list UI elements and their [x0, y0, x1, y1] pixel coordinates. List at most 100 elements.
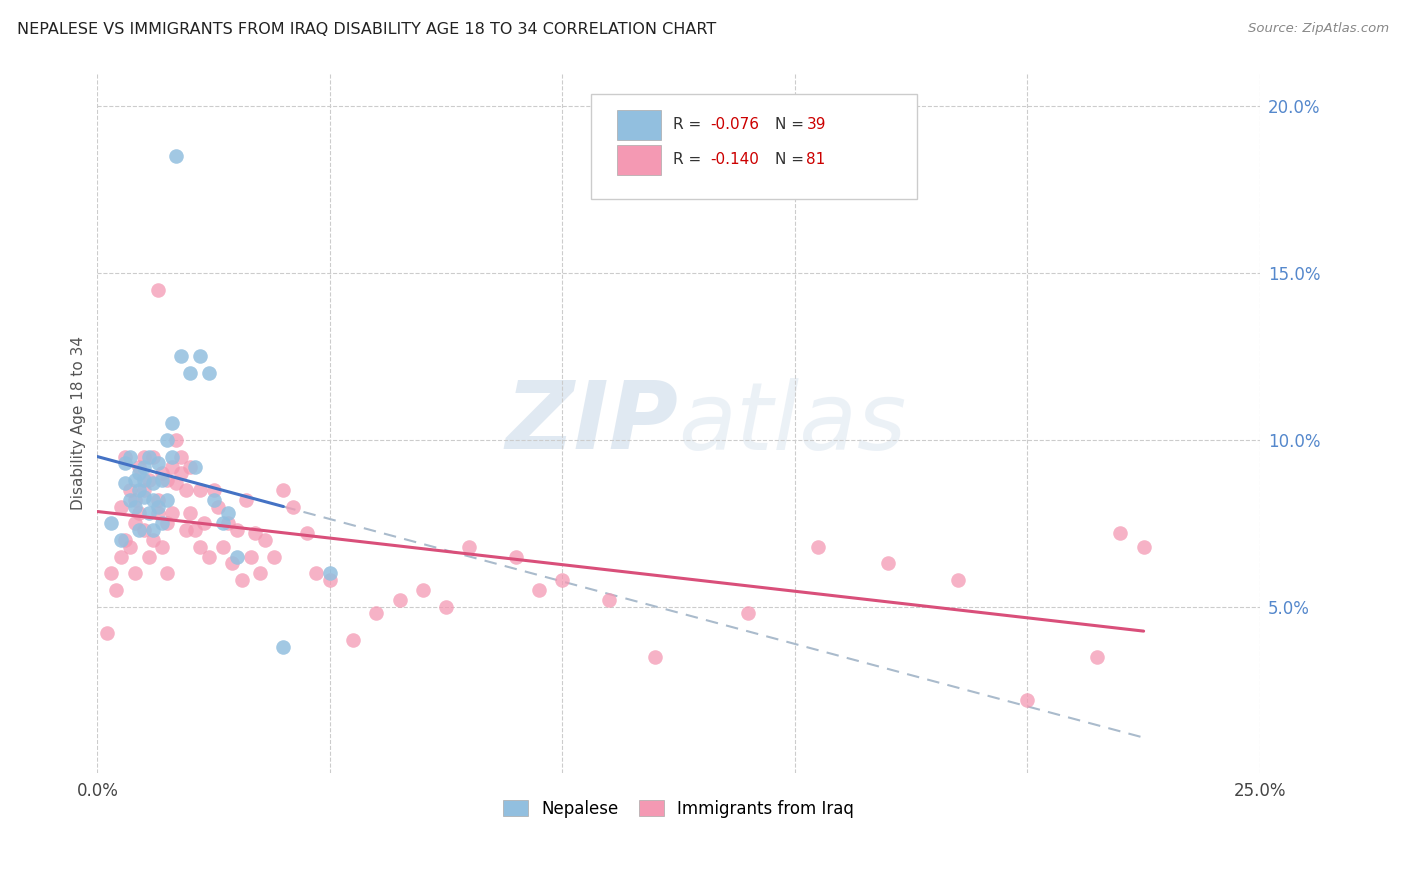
Point [96, 626, 118, 640]
Point [118, 540, 141, 554]
Point [132, 450, 155, 464]
Point [132, 473, 155, 487]
Text: R =: R = [673, 153, 706, 168]
Point [165, 149, 187, 163]
Point [319, 566, 342, 581]
Point [179, 459, 201, 474]
Point [273, 640, 295, 654]
Text: N =: N = [775, 118, 808, 132]
Point [124, 566, 146, 581]
Point [231, 573, 253, 587]
Point [156, 566, 179, 581]
Point [249, 566, 271, 581]
Point [138, 473, 160, 487]
Point [188, 483, 211, 497]
Point [160, 450, 183, 464]
Point [366, 607, 388, 621]
Point [160, 459, 183, 474]
Point [1085, 649, 1108, 664]
Point [128, 523, 150, 537]
Point [388, 593, 411, 607]
Point [152, 467, 174, 481]
Text: atlas: atlas [679, 377, 907, 468]
Legend: Nepalese, Immigrants from Iraq: Nepalese, Immigrants from Iraq [496, 793, 860, 824]
Point [114, 456, 136, 470]
Point [598, 593, 620, 607]
Point [527, 582, 550, 597]
Point [644, 649, 666, 664]
Point [156, 492, 179, 507]
Point [142, 450, 165, 464]
Point [110, 549, 132, 564]
Point [146, 506, 169, 520]
Text: ZIP: ZIP [506, 377, 679, 469]
Point [217, 516, 239, 531]
Point [184, 523, 207, 537]
Point [807, 540, 830, 554]
Point [1017, 693, 1039, 707]
Point [281, 500, 304, 514]
Point [152, 473, 174, 487]
Point [225, 549, 247, 564]
Point [198, 549, 221, 564]
Point [505, 549, 527, 564]
Point [142, 523, 165, 537]
Point [160, 416, 183, 430]
Point [174, 483, 197, 497]
Point [295, 526, 318, 541]
Point [188, 350, 211, 364]
Point [305, 566, 328, 581]
Point [118, 492, 141, 507]
Point [128, 483, 150, 497]
Text: R =: R = [673, 118, 706, 132]
Point [100, 566, 122, 581]
Point [124, 492, 146, 507]
Text: 39: 39 [807, 118, 825, 132]
Point [138, 549, 160, 564]
Text: -0.140: -0.140 [710, 153, 759, 168]
Text: Source: ZipAtlas.com: Source: ZipAtlas.com [1249, 22, 1389, 36]
Point [170, 350, 193, 364]
Point [146, 492, 169, 507]
Text: NEPALESE VS IMMIGRANTS FROM IRAQ DISABILITY AGE 18 TO 34 CORRELATION CHART: NEPALESE VS IMMIGRANTS FROM IRAQ DISABIL… [17, 22, 716, 37]
Point [1109, 526, 1132, 541]
Point [179, 366, 201, 380]
Point [170, 450, 193, 464]
Point [174, 523, 197, 537]
Point [104, 582, 127, 597]
Point [207, 500, 229, 514]
Point [152, 540, 174, 554]
Point [212, 540, 235, 554]
Point [100, 516, 122, 531]
Point [202, 492, 225, 507]
Point [114, 533, 136, 547]
Text: -0.076: -0.076 [710, 118, 759, 132]
Point [128, 467, 150, 481]
Point [179, 506, 201, 520]
Point [551, 573, 574, 587]
Text: N =: N = [775, 153, 808, 168]
Point [132, 459, 155, 474]
Point [253, 533, 276, 547]
Point [114, 450, 136, 464]
Point [165, 433, 187, 447]
Point [221, 556, 243, 570]
Point [458, 540, 481, 554]
Point [160, 506, 183, 520]
Point [132, 483, 155, 497]
Point [946, 573, 969, 587]
Point [146, 283, 169, 297]
Point [146, 456, 169, 470]
Point [342, 633, 364, 648]
Point [124, 473, 146, 487]
Point [114, 476, 136, 491]
Point [876, 556, 898, 570]
Point [138, 450, 160, 464]
Point [188, 540, 211, 554]
Point [142, 533, 165, 547]
Point [198, 366, 221, 380]
Y-axis label: Disability Age 18 to 34: Disability Age 18 to 34 [72, 336, 86, 510]
Point [128, 459, 150, 474]
Point [118, 483, 141, 497]
Point [319, 573, 342, 587]
